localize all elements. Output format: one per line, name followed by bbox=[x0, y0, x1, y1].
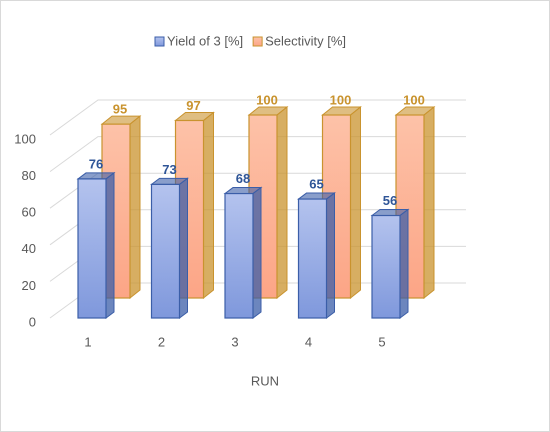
x-tick-label: 5 bbox=[378, 334, 385, 349]
x-tick-label: 4 bbox=[305, 334, 312, 349]
bar bbox=[395, 114, 425, 299]
bar-side bbox=[276, 105, 288, 300]
data-label: 56 bbox=[383, 193, 397, 208]
legend-label: Yield of 3 [%] bbox=[167, 33, 243, 48]
legend-swatch bbox=[252, 36, 263, 47]
bar-side bbox=[179, 177, 188, 319]
legend-label: Selectivity [%] bbox=[265, 33, 346, 48]
grid-line bbox=[49, 99, 466, 136]
bar bbox=[297, 198, 328, 319]
data-label: 100 bbox=[330, 92, 352, 107]
x-tick-label: 3 bbox=[231, 334, 238, 349]
y-tick-label: 40 bbox=[22, 241, 36, 256]
y-tick-label: 100 bbox=[14, 131, 36, 146]
y-tick-label: 20 bbox=[22, 278, 36, 293]
bar-3d bbox=[150, 177, 189, 319]
bar-side bbox=[326, 192, 335, 319]
bar-3d bbox=[297, 192, 336, 319]
bar bbox=[371, 214, 401, 319]
bar bbox=[224, 192, 254, 319]
x-tick-label: 1 bbox=[84, 334, 91, 349]
y-tick-label: 0 bbox=[29, 314, 36, 329]
y-tick-label: 60 bbox=[22, 205, 36, 220]
data-label: 97 bbox=[186, 98, 200, 113]
x-tick-label: 2 bbox=[158, 334, 165, 349]
bar-3d bbox=[394, 105, 436, 300]
data-label: 65 bbox=[309, 176, 323, 191]
bar-side bbox=[350, 105, 361, 300]
x-axis-label: RUN bbox=[251, 373, 279, 388]
legend-swatch bbox=[154, 36, 165, 47]
bar-side bbox=[129, 115, 141, 300]
data-label: 95 bbox=[113, 102, 127, 117]
bar-side bbox=[423, 105, 435, 300]
bar bbox=[150, 183, 181, 319]
bar-side bbox=[252, 186, 262, 319]
bar-3d bbox=[76, 171, 116, 319]
bar bbox=[77, 178, 107, 319]
data-label: 100 bbox=[403, 92, 425, 107]
data-label: 100 bbox=[256, 92, 278, 107]
bar-side bbox=[105, 171, 115, 319]
bar-side bbox=[203, 111, 214, 300]
bar-side bbox=[399, 208, 409, 319]
bar-3d bbox=[370, 208, 410, 319]
data-label: 76 bbox=[89, 156, 103, 171]
bar-3d bbox=[223, 186, 263, 319]
y-tick-label: 80 bbox=[22, 168, 36, 183]
data-label: 68 bbox=[236, 171, 250, 186]
data-label: 73 bbox=[162, 162, 176, 177]
